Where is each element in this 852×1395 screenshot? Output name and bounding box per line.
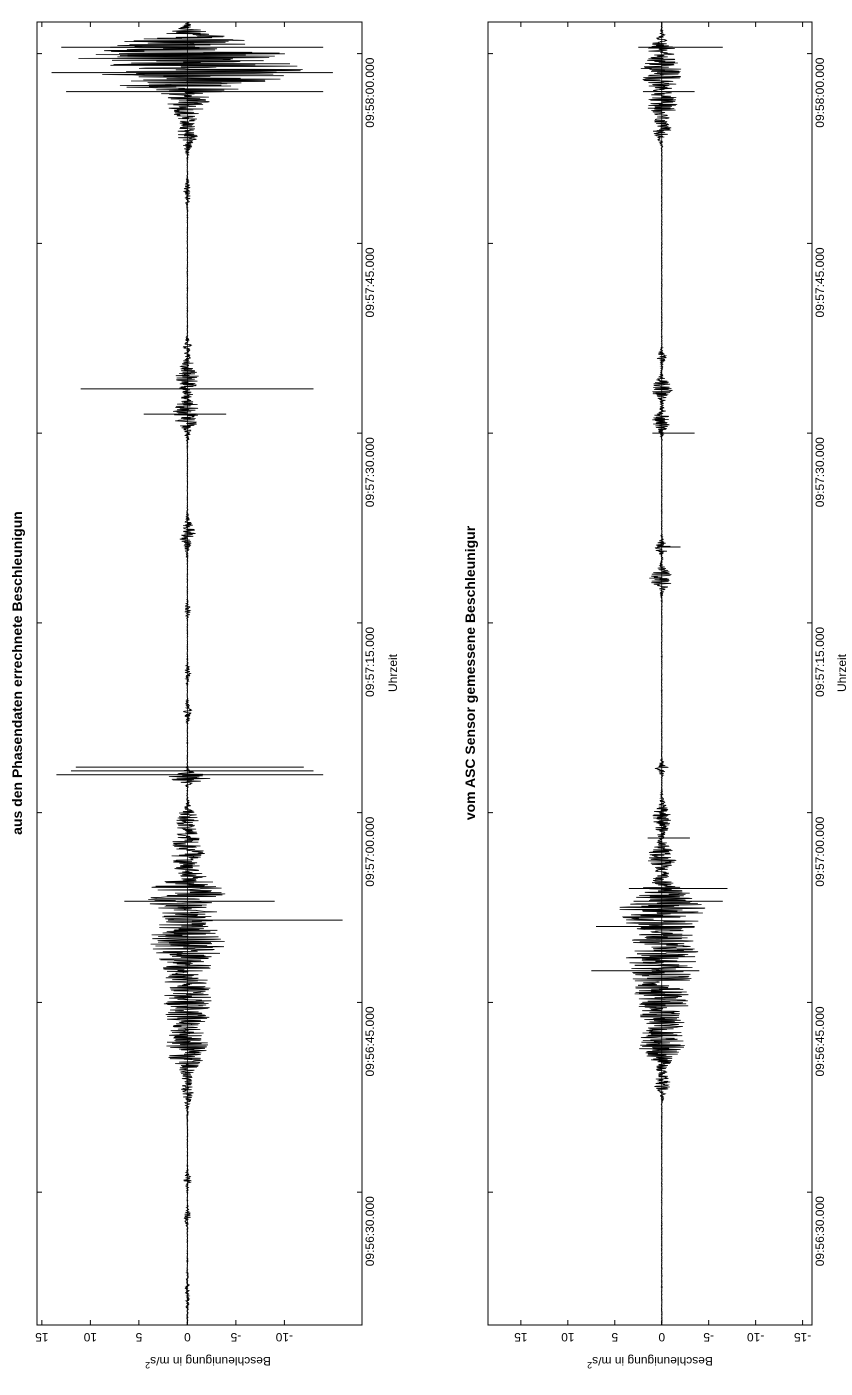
chart-title: aus den Phasendaten errechnete Beschleun… xyxy=(9,511,25,835)
series-layer xyxy=(591,21,728,1326)
y-tick-label: 0 xyxy=(184,1330,191,1344)
plot-frame xyxy=(487,21,813,1326)
chart-panel-top: 15 10 5 0 -5 -10 09:56:30.000 09:56:45.000 09:57… xyxy=(9,21,400,1370)
x-tick-label: 09:56:45.000 xyxy=(363,1006,377,1076)
chart-title: vom ASC Sensor gemessene Beschleunigur xyxy=(462,525,478,820)
y-tick-label: 5 xyxy=(135,1330,142,1344)
y-tick-label: -10 xyxy=(275,1330,293,1344)
chart-panel-bottom: 15 10 5 0 -5 -10 -15 09:56:30.000 09:56:45.000 09… xyxy=(462,21,849,1370)
plot-frame xyxy=(36,21,363,1326)
x-tick-label: 09:57:45.000 xyxy=(363,247,377,317)
y-tick-label: -5 xyxy=(703,1330,714,1344)
x-tick-label: 09:56:45.000 xyxy=(813,1006,827,1076)
ticks-layer: 15 10 5 0 -5 -10 09:56:30.000 09:56:45.000 09:57… xyxy=(35,22,377,1344)
series-layer xyxy=(51,21,343,1326)
y-tick-label: -10 xyxy=(747,1330,765,1344)
x-tick-label: 09:58:00.000 xyxy=(363,57,377,127)
x-tick-label: 09:57:45.000 xyxy=(813,247,827,317)
x-tick-label: 09:56:30.000 xyxy=(813,1196,827,1266)
y-tick-label: 5 xyxy=(611,1330,618,1344)
signal-trace xyxy=(619,21,706,1326)
x-axis-label: Uhrzeit xyxy=(386,653,400,692)
y-tick-label: 15 xyxy=(35,1330,49,1344)
x-tick-label: 09:57:30.000 xyxy=(813,437,827,507)
y-axis-label: Beschleunigung in m/s2 xyxy=(145,1354,271,1370)
y-axis-label: Beschleunigung in m/s2 xyxy=(587,1354,713,1370)
x-tick-label: 09:58:00.000 xyxy=(813,57,827,127)
x-tick-label: 09:57:30.000 xyxy=(363,437,377,507)
ticks-layer: 15 10 5 0 -5 -10 -15 09:56:30.000 09:56:45.000 09… xyxy=(488,22,827,1344)
y-tick-label: 0 xyxy=(658,1330,665,1344)
y-tick-label: -15 xyxy=(794,1330,812,1344)
y-tick-label: 15 xyxy=(514,1330,528,1344)
x-tick-label: 09:57:15.000 xyxy=(363,627,377,697)
y-tick-label: 10 xyxy=(561,1330,575,1344)
y-tick-label: 10 xyxy=(83,1330,97,1344)
x-axis-label: Uhrzeit xyxy=(835,653,849,692)
x-tick-label: 09:57:15.000 xyxy=(813,627,827,697)
x-tick-label: 09:57:00.000 xyxy=(363,816,377,886)
x-tick-label: 09:56:30.000 xyxy=(363,1196,377,1266)
signal-trace xyxy=(78,21,303,1326)
x-tick-label: 09:57:00.000 xyxy=(813,816,827,886)
y-tick-label: -5 xyxy=(230,1330,241,1344)
